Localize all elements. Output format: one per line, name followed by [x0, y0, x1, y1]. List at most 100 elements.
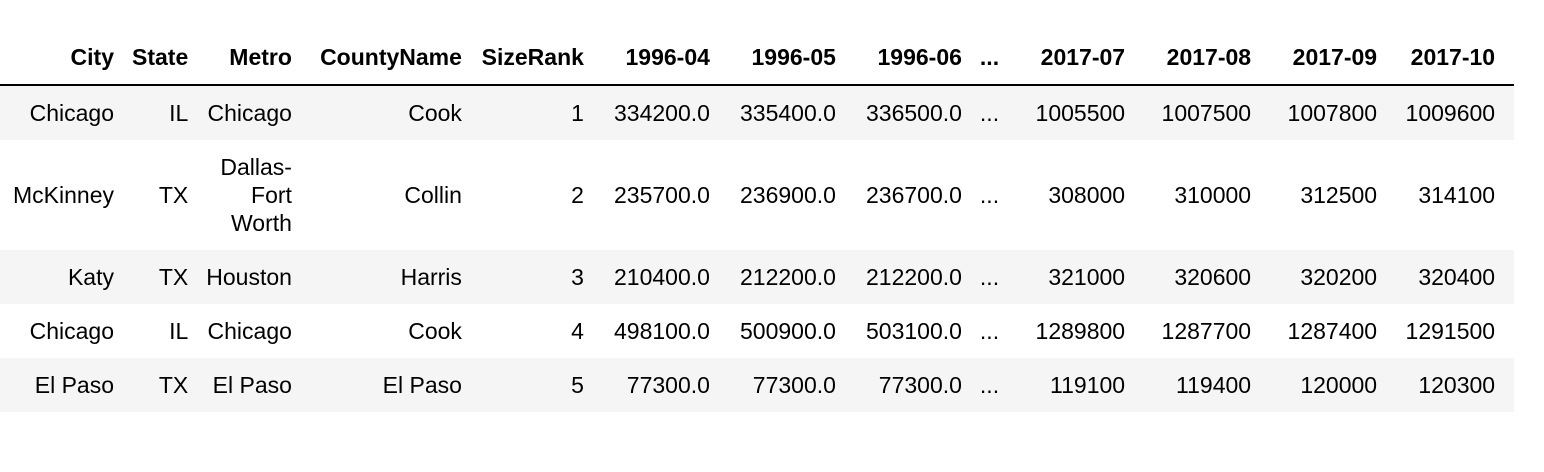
cell-city: Chicago: [0, 304, 123, 358]
column-header-2017-09: 2017-09: [1260, 28, 1387, 86]
metro-line: Worth: [230, 210, 292, 236]
cell-sizerank: 2: [470, 140, 593, 250]
cell-2017-07: 321000: [1008, 250, 1135, 304]
metro-text: El Paso: [213, 371, 292, 399]
cell-2017-07: 1289800: [1008, 304, 1135, 358]
column-header-state: State: [123, 28, 198, 86]
column-header-2017-07: 2017-07: [1008, 28, 1135, 86]
cell-2017-09: 1287400: [1260, 304, 1387, 358]
cell-1996-06: 336500.0: [844, 85, 971, 140]
cell-ellipsis: ...: [970, 85, 1009, 140]
column-header-1996-04: 1996-04: [592, 28, 719, 86]
column-header-2017-10: 2017-10: [1386, 28, 1515, 86]
cell-sizerank: 3: [470, 250, 593, 304]
cell-1996-06: 77300.0: [844, 358, 971, 412]
table-row: El Paso TX El Paso El Paso 5 77300.0 773…: [0, 358, 1515, 412]
cell-city: Katy: [0, 250, 123, 304]
column-header-1996-06: 1996-06: [844, 28, 971, 86]
table-row: Chicago IL Chicago Cook 1 334200.0 33540…: [0, 85, 1515, 140]
cell-ellipsis: ...: [970, 140, 1009, 250]
cell-2017-08: 119400: [1134, 358, 1261, 412]
cell-1996-04: 77300.0: [592, 358, 719, 412]
column-header-countyname: CountyName: [300, 28, 471, 86]
metro-text: Houston: [206, 263, 292, 291]
cell-2017-10: 120300: [1386, 358, 1515, 412]
table-row: McKinney TX Dallas- Fort Worth Collin 2 23…: [0, 140, 1515, 250]
cell-1996-06: 236700.0: [844, 140, 971, 250]
cell-state: TX: [123, 250, 198, 304]
metro-line: El Paso: [212, 372, 292, 398]
cell-1996-06: 212200.0: [844, 250, 971, 304]
column-header-sizerank: SizeRank: [470, 28, 593, 86]
cell-2017-07: 308000: [1008, 140, 1135, 250]
cell-2017-09: 312500: [1260, 140, 1387, 250]
cell-1996-05: 236900.0: [718, 140, 845, 250]
cell-2017-07: 1005500: [1008, 85, 1135, 140]
column-header-2017-08: 2017-08: [1134, 28, 1261, 86]
table-body: Chicago IL Chicago Cook 1 334200.0 33540…: [0, 85, 1515, 412]
cell-1996-05: 77300.0: [718, 358, 845, 412]
dataframe-table: City State Metro CountyName SizeRank 199…: [0, 28, 1515, 412]
cell-state: TX: [123, 140, 198, 250]
cell-1996-06: 503100.0: [844, 304, 971, 358]
column-header-city: City: [0, 28, 123, 86]
header-row: City State Metro CountyName SizeRank 199…: [0, 28, 1515, 86]
cell-2017-08: 310000: [1134, 140, 1261, 250]
cell-1996-05: 212200.0: [718, 250, 845, 304]
cell-city: Chicago: [0, 85, 123, 140]
table-header: City State Metro CountyName SizeRank 199…: [0, 28, 1515, 86]
cell-sizerank: 5: [470, 358, 593, 412]
cell-2017-10: 320400: [1386, 250, 1515, 304]
table-row: Katy TX Houston Harris 3 210400.0 212200…: [0, 250, 1515, 304]
cell-metro: Dallas- Fort Worth: [197, 140, 301, 250]
cell-1996-04: 235700.0: [592, 140, 719, 250]
metro-line: Chicago: [207, 318, 292, 344]
cell-2017-10: 314100: [1386, 140, 1515, 250]
cell-2017-10: 1009600: [1386, 85, 1515, 140]
cell-metro: Chicago: [197, 304, 301, 358]
cell-2017-10: 1291500: [1386, 304, 1515, 358]
cell-2017-07: 119100: [1008, 358, 1135, 412]
metro-line: Chicago: [207, 100, 292, 126]
cell-1996-04: 498100.0: [592, 304, 719, 358]
cell-metro: Houston: [197, 250, 301, 304]
cell-ellipsis: ...: [970, 304, 1009, 358]
cell-2017-09: 1007800: [1260, 85, 1387, 140]
cell-countyname: El Paso: [300, 358, 471, 412]
metro-text: Chicago: [208, 99, 292, 127]
cell-1996-05: 335400.0: [718, 85, 845, 140]
cell-state: IL: [123, 304, 198, 358]
cell-1996-04: 334200.0: [592, 85, 719, 140]
cell-1996-05: 500900.0: [718, 304, 845, 358]
column-header-metro: Metro: [197, 28, 301, 86]
cell-ellipsis: ...: [970, 358, 1009, 412]
metro-text: Dallas- Fort Worth: [220, 153, 292, 237]
cell-city: El Paso: [0, 358, 123, 412]
metro-text: Chicago: [208, 317, 292, 345]
cell-1996-04: 210400.0: [592, 250, 719, 304]
metro-line: Fort: [251, 182, 292, 208]
column-header-1996-05: 1996-05: [718, 28, 845, 86]
cell-metro: Chicago: [197, 85, 301, 140]
cell-state: IL: [123, 85, 198, 140]
cell-state: TX: [123, 358, 198, 412]
metro-line: Dallas-: [220, 154, 292, 180]
column-header-ellipsis: ...: [970, 28, 1009, 86]
cell-sizerank: 1: [470, 85, 593, 140]
table-row: Chicago IL Chicago Cook 4 498100.0 50090…: [0, 304, 1515, 358]
cell-city: McKinney: [0, 140, 123, 250]
cell-countyname: Cook: [300, 304, 471, 358]
cell-metro: El Paso: [197, 358, 301, 412]
cell-2017-08: 320600: [1134, 250, 1261, 304]
cell-sizerank: 4: [470, 304, 593, 358]
cell-2017-09: 120000: [1260, 358, 1387, 412]
cell-countyname: Cook: [300, 85, 471, 140]
cell-2017-08: 1287700: [1134, 304, 1261, 358]
cell-countyname: Harris: [300, 250, 471, 304]
cell-2017-08: 1007500: [1134, 85, 1261, 140]
cell-ellipsis: ...: [970, 250, 1009, 304]
metro-line: Houston: [206, 264, 292, 290]
cell-countyname: Collin: [300, 140, 471, 250]
cell-2017-09: 320200: [1260, 250, 1387, 304]
